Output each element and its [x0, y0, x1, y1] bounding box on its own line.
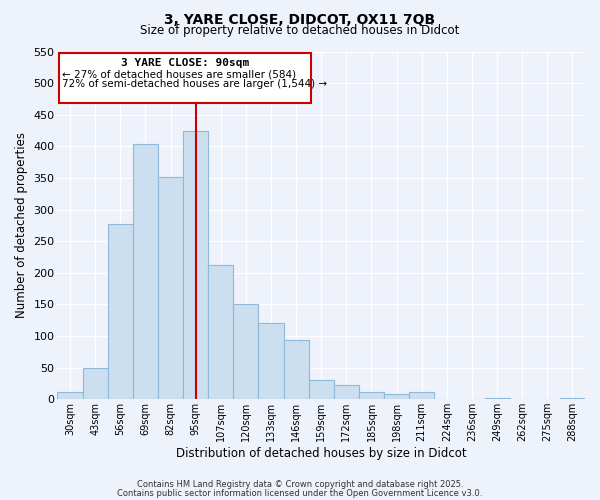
Bar [108, 224, 133, 399]
Bar [308, 380, 334, 399]
Text: Size of property relative to detached houses in Didcot: Size of property relative to detached ho… [140, 24, 460, 37]
Bar [83, 368, 108, 399]
Bar [133, 144, 158, 399]
Bar [284, 340, 308, 399]
Text: 3 YARE CLOSE: 90sqm: 3 YARE CLOSE: 90sqm [121, 58, 249, 68]
Bar [183, 130, 208, 399]
Bar [158, 176, 183, 399]
Text: Contains public sector information licensed under the Open Government Licence v3: Contains public sector information licen… [118, 488, 482, 498]
Text: ← 27% of detached houses are smaller (584): ← 27% of detached houses are smaller (58… [62, 69, 296, 79]
Bar [259, 324, 284, 399]
X-axis label: Distribution of detached houses by size in Didcot: Distribution of detached houses by size … [176, 447, 467, 460]
Text: 72% of semi-detached houses are larger (1,544) →: 72% of semi-detached houses are larger (… [62, 80, 328, 90]
Bar [334, 384, 359, 399]
Bar [384, 394, 409, 399]
Bar [233, 304, 259, 399]
FancyBboxPatch shape [59, 53, 311, 104]
Text: Contains HM Land Registry data © Crown copyright and database right 2025.: Contains HM Land Registry data © Crown c… [137, 480, 463, 489]
Text: 3, YARE CLOSE, DIDCOT, OX11 7QB: 3, YARE CLOSE, DIDCOT, OX11 7QB [164, 12, 436, 26]
Bar [485, 398, 509, 399]
Bar [359, 392, 384, 399]
Bar [409, 392, 434, 399]
Bar [58, 392, 83, 399]
Bar [208, 264, 233, 399]
Bar [560, 398, 585, 399]
Y-axis label: Number of detached properties: Number of detached properties [15, 132, 28, 318]
